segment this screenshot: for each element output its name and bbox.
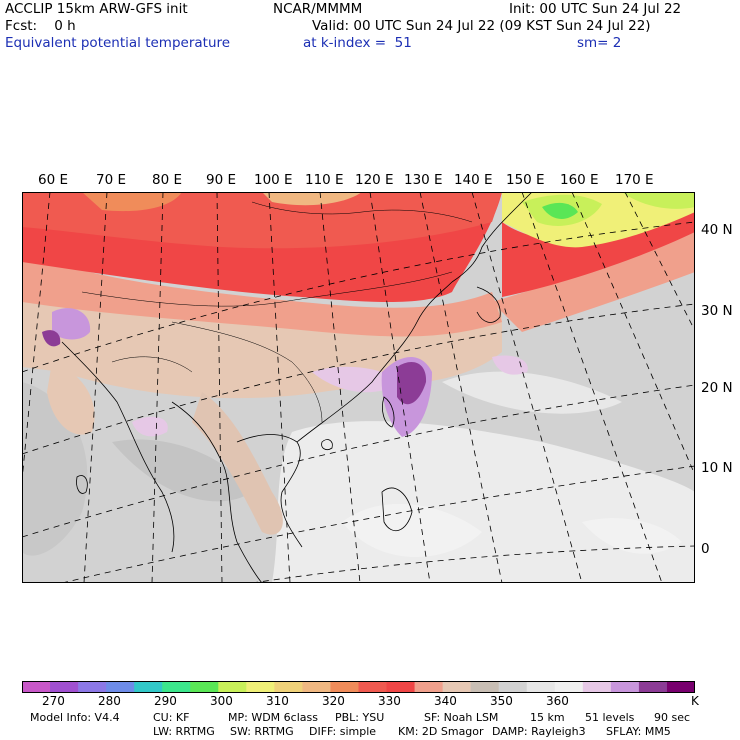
high-theta-patch xyxy=(312,366,402,393)
valid-time: Valid: 00 UTC Sun 24 Jul 22 (09 KST Sun … xyxy=(312,18,651,34)
colorbar-tick: 280 xyxy=(98,694,121,708)
cu-scheme: CU: KF xyxy=(153,711,190,724)
lat-label: 10 N xyxy=(701,460,733,476)
lon-label: 90 E xyxy=(206,172,236,188)
forecast-hour: Fcst: 0 h xyxy=(5,18,76,34)
timestep: 90 sec xyxy=(654,711,691,724)
cool-green-core xyxy=(542,202,578,219)
colorbar-swatch xyxy=(134,681,163,693)
field-name: Equivalent potential temperature xyxy=(5,35,231,51)
colorbar-swatch xyxy=(50,681,79,693)
colorbar-swatch xyxy=(638,681,668,693)
colorbar-swatch xyxy=(526,681,556,693)
colorbar-swatch xyxy=(582,681,612,693)
levels: 51 levels xyxy=(585,711,635,724)
colorbar-swatch xyxy=(162,681,191,693)
sf-scheme: SF: Noah LSM xyxy=(424,711,499,724)
lw-scheme: LW: RRTMG xyxy=(153,725,215,738)
lat-label: 30 N xyxy=(701,303,733,319)
lon-label: 170 E xyxy=(615,172,654,188)
colorbar-frame xyxy=(22,681,695,693)
colorbar-swatch xyxy=(386,681,416,693)
colorbar-swatch xyxy=(330,681,359,693)
sflay-scheme: SFLAY: MM5 xyxy=(606,725,671,738)
lat-label: 0 xyxy=(701,541,710,557)
lon-label: 110 E xyxy=(305,172,344,188)
lon-label: 60 E xyxy=(38,172,68,188)
colorbar-tick: 320 xyxy=(322,694,345,708)
orange-patch xyxy=(262,192,362,206)
damp-scheme: DAMP: Rayleigh3 xyxy=(492,725,586,738)
colorbar-tick: 300 xyxy=(210,694,233,708)
salmon-band xyxy=(22,252,502,337)
lon-label: 140 E xyxy=(454,172,493,188)
lon-label: 130 E xyxy=(404,172,443,188)
light-patch xyxy=(442,371,622,414)
mp-scheme: MP: WDM 6class xyxy=(228,711,318,724)
model-title: ACCLIP 15km ARW-GFS init xyxy=(5,1,188,17)
colorbar-swatch xyxy=(498,681,528,693)
high-theta-patch xyxy=(52,308,91,340)
colorbar-swatch xyxy=(666,681,695,693)
tan-land xyxy=(192,392,283,535)
colorbar-units: K xyxy=(691,694,699,708)
colorbar-tick: 340 xyxy=(434,694,457,708)
colorbar-swatch xyxy=(554,681,584,693)
borders xyxy=(81,201,473,423)
diff-scheme: DIFF: simple xyxy=(309,725,377,738)
theta-e-map xyxy=(22,192,695,583)
colorbar-swatch xyxy=(246,681,275,693)
colorbar-tick: 330 xyxy=(378,694,401,708)
lat-label: 40 N xyxy=(701,222,733,238)
level-index: at k-index = 51 xyxy=(303,35,412,51)
colorbar-tick: 360 xyxy=(546,694,569,708)
km-scheme: KM: 2D Smagor xyxy=(398,725,484,738)
map-frame xyxy=(22,192,695,583)
colorbar-tick: 310 xyxy=(266,694,289,708)
colorbar-tick: 270 xyxy=(42,694,65,708)
high-theta-core xyxy=(397,362,427,405)
colorbar-swatch xyxy=(190,681,219,693)
colorbar-swatch xyxy=(274,681,303,693)
light-patch xyxy=(582,518,682,554)
sw-scheme: SW: RRTMG xyxy=(230,725,294,738)
high-theta-patch xyxy=(492,355,528,375)
high-theta-patch xyxy=(132,416,168,437)
salmon-band xyxy=(492,232,695,332)
colorbar-swatch xyxy=(358,681,388,693)
tan-land xyxy=(47,362,95,435)
init-time: Init: 00 UTC Sun 24 Jul 22 xyxy=(509,1,682,17)
warm-red-east xyxy=(502,212,695,297)
graticule xyxy=(22,192,695,583)
colorbar-swatch xyxy=(414,681,444,693)
lon-label: 80 E xyxy=(152,172,182,188)
smoothing-value: sm= 2 xyxy=(577,35,622,51)
high-theta-core xyxy=(42,330,61,347)
center-label: NCAR/MMMM xyxy=(273,1,363,17)
colorbar-tick: 290 xyxy=(154,694,177,708)
lon-label: 120 E xyxy=(355,172,394,188)
colorbar-tick: 350 xyxy=(490,694,513,708)
resolution: 15 km xyxy=(530,711,565,724)
colorbar-swatch xyxy=(442,681,472,693)
model-info: Model Info: V4.4 xyxy=(30,711,120,724)
cool-green-region xyxy=(622,192,695,209)
coastlines xyxy=(61,192,533,583)
colorbar-swatch xyxy=(218,681,247,693)
lat-label: 20 N xyxy=(701,380,733,396)
grey-region xyxy=(112,439,252,502)
colorbar xyxy=(22,681,695,693)
colorbar-swatch xyxy=(470,681,500,693)
colorbar-swatch xyxy=(302,681,331,693)
colorbar-swatch xyxy=(22,681,51,693)
lon-label: 160 E xyxy=(560,172,599,188)
lon-label: 150 E xyxy=(506,172,545,188)
pbl-scheme: PBL: YSU xyxy=(335,711,385,724)
colorbar-swatch xyxy=(610,681,640,693)
lon-label: 100 E xyxy=(254,172,293,188)
colorbar-swatch xyxy=(106,681,135,693)
colorbar-swatch xyxy=(78,681,107,693)
lon-label: 70 E xyxy=(96,172,126,188)
